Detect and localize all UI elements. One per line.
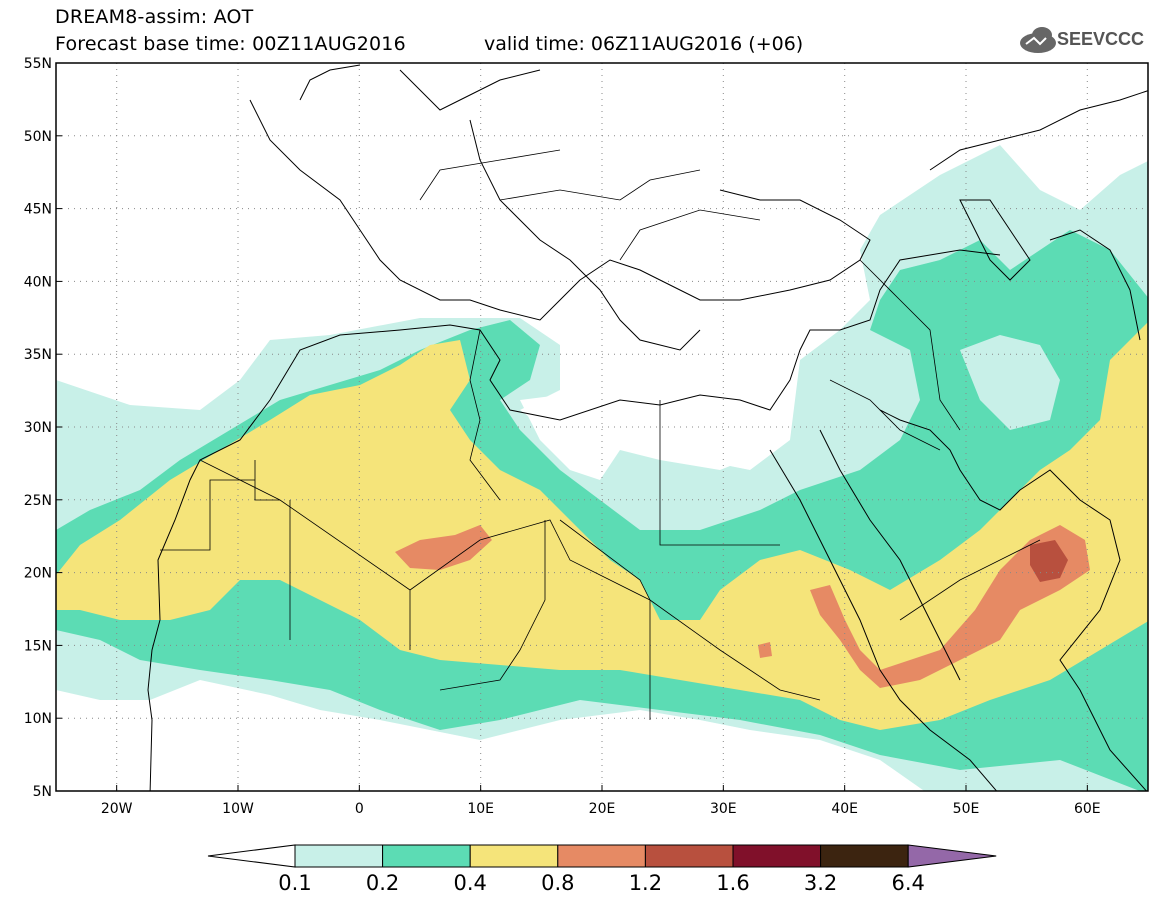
colorbar-level-label: 0.4 [453, 871, 487, 895]
lon-tick-label: 20W [101, 801, 133, 817]
lat-tick-label: 10N [24, 711, 52, 727]
lon-tick-label: 60E [1074, 801, 1101, 817]
forecast-base-time: Forecast base time: 00Z11AUG2016 [55, 33, 406, 55]
lat-tick-label: 50N [24, 129, 52, 145]
lon-tick-label: 40E [831, 801, 858, 817]
lon-tick-label: 20E [589, 801, 616, 817]
seevccc-logo [1020, 27, 1056, 53]
lon-tick-label: 0 [355, 801, 364, 817]
lat-tick-label: 45N [24, 202, 52, 218]
lat-tick-label: 55N [24, 56, 52, 72]
colorbar-swatch [732, 844, 822, 868]
logo-text: SEEVCCC [1057, 29, 1145, 49]
aot-field-1.2 [1030, 540, 1068, 582]
lat-tick-label: 5N [33, 784, 52, 800]
lon-tick-label: 50E [953, 801, 980, 817]
colorbar-level-label: 1.2 [628, 871, 663, 895]
colorbar-swatch [644, 844, 734, 868]
colorbar-level-label: 6.4 [891, 871, 925, 895]
map-title: DREAM8-assim: AOT [55, 6, 254, 28]
colorbar-swatch [382, 844, 471, 868]
colorbar-level-label: 0.1 [278, 871, 312, 895]
aot-field-0.8-b [810, 525, 1090, 688]
lon-tick-label: 30E [710, 801, 737, 817]
country-borders [160, 149, 1041, 720]
colorbar-level-label: 3.2 [803, 871, 838, 895]
lat-tick-label: 25N [24, 493, 52, 509]
lat-tick-label: 15N [24, 638, 52, 654]
colorbar-swatch [557, 844, 646, 868]
colorbar-swatch [469, 844, 559, 868]
lon-tick-label: 10W [222, 801, 254, 817]
lat-tick-label: 30N [24, 420, 52, 436]
colorbar-low-arrow [207, 844, 296, 868]
colorbar-level-label: 0.8 [541, 871, 575, 895]
lat-tick-label: 40N [24, 274, 52, 290]
colorbar-level-label: 0.2 [365, 871, 400, 895]
lat-tick-label: 35N [24, 347, 52, 363]
axis-labels: 20W 10W 0 10E 20E 30E 40E 50E 60E 5N 10N 15N 20N 25N 3… [24, 56, 1101, 817]
graticule [56, 63, 1148, 791]
aot-field-0.8-c [758, 642, 772, 658]
colorbar-swatch [294, 844, 384, 868]
colorbar [207, 844, 997, 868]
aot-field-0.8-a [395, 525, 492, 570]
lon-tick-label: 10E [467, 801, 494, 817]
aot-clear-iran [960, 335, 1060, 430]
aot-field-0.4 [56, 322, 1148, 730]
colorbar-swatch [820, 844, 909, 868]
cloud-icon [1020, 27, 1056, 53]
colorbar-high-arrow [907, 844, 997, 868]
coastlines [147, 64, 1148, 791]
colorbar-level-label: 1.6 [716, 871, 750, 895]
valid-time: valid time: 06Z11AUG2016 (+06) [484, 33, 804, 55]
lat-tick-label: 20N [24, 566, 52, 582]
